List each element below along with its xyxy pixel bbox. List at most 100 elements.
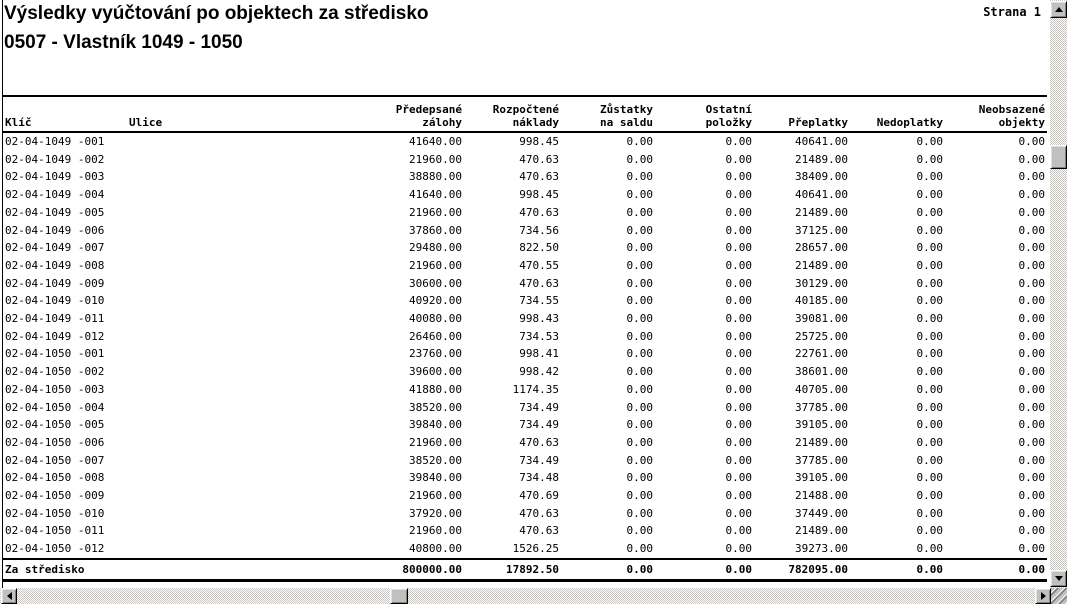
cell: 23760.00 xyxy=(409,347,462,361)
table-row: 02-04-1050 -005 39840.00 734.49 0.00 0.00 391… xyxy=(3,416,1047,434)
cell xyxy=(127,222,342,240)
cell: 0.00 xyxy=(626,205,654,219)
column-header-preplatky: Přeplatky xyxy=(754,96,850,133)
total-rozpoctene-naklady: 17892.50 xyxy=(464,557,561,582)
cell: 0.00 xyxy=(626,223,654,237)
scroll-down-button[interactable] xyxy=(1050,570,1067,587)
cell: 40080.00 xyxy=(409,312,462,326)
total-preplatky: 782095.00 xyxy=(754,557,850,582)
cell: 0.00 xyxy=(725,276,753,290)
cell: 0.00 xyxy=(725,418,753,432)
cell: 0.00 xyxy=(1018,223,1046,237)
cell: 39840.00 xyxy=(409,418,462,432)
cell: 0.00 xyxy=(725,471,753,485)
cell xyxy=(127,168,342,186)
total-nedoplatky: 0.00 xyxy=(850,557,945,582)
cell: 02-04-1050 -011 xyxy=(5,524,105,538)
cell: 37785.00 xyxy=(795,400,848,414)
total-predepsane-zalohy: 800000.00 xyxy=(342,557,464,582)
cell: 0.00 xyxy=(1018,418,1046,432)
cell: 26460.00 xyxy=(409,329,462,343)
column-header-klic: Klíč xyxy=(3,96,127,133)
cell: 21960.00 xyxy=(409,524,462,538)
cell: 470.63 xyxy=(519,506,559,520)
cell: 02-04-1049 -001 xyxy=(5,135,105,148)
cell: 470.63 xyxy=(519,205,559,219)
scroll-right-button[interactable] xyxy=(1035,588,1051,604)
cell: 470.69 xyxy=(519,489,559,503)
cell: 0.00 xyxy=(1018,312,1046,326)
cell: 39273.00 xyxy=(795,542,848,556)
cell: 734.56 xyxy=(519,223,559,237)
cell: 0.00 xyxy=(916,400,944,414)
cell: 02-04-1050 -012 xyxy=(5,542,105,556)
cell: 02-04-1049 -011 xyxy=(5,312,105,326)
scroll-up-button[interactable] xyxy=(1050,1,1067,18)
scroll-left-button[interactable] xyxy=(1,588,17,604)
cell: 0.00 xyxy=(725,135,753,148)
vertical-scrollbar-thumb[interactable] xyxy=(1050,145,1067,169)
table-row: 02-04-1049 -006 37860.00 734.56 0.00 0.00 371… xyxy=(3,222,1047,240)
cell: 0.00 xyxy=(725,294,753,308)
cell: 21489.00 xyxy=(795,152,848,166)
cell xyxy=(127,434,342,452)
cell: 38520.00 xyxy=(409,453,462,467)
cell: 0.00 xyxy=(626,435,654,449)
cell: 02-04-1050 -007 xyxy=(5,453,105,467)
cell: 0.00 xyxy=(1018,542,1046,556)
cell: 1174.35 xyxy=(512,382,559,396)
cell: 40705.00 xyxy=(795,382,848,396)
cell: 0.00 xyxy=(725,365,753,379)
cell: 0.00 xyxy=(626,506,654,520)
table-row: 02-04-1049 -007 29480.00 822.50 0.00 0.00 286… xyxy=(3,239,1047,257)
cell: 21960.00 xyxy=(409,435,462,449)
cell: 38880.00 xyxy=(409,170,462,184)
cell: 470.63 xyxy=(519,524,559,538)
cell: 0.00 xyxy=(916,524,944,538)
table-row: 02-04-1050 -010 37920.00 470.63 0.00 0.00 374… xyxy=(3,505,1047,523)
total-label: Za středisko xyxy=(3,557,127,582)
cell: 0.00 xyxy=(1018,365,1046,379)
cell: 37449.00 xyxy=(795,506,848,520)
cell: 734.55 xyxy=(519,294,559,308)
cell: 40641.00 xyxy=(795,188,848,202)
cell: 0.00 xyxy=(916,152,944,166)
cell: 02-04-1049 -002 xyxy=(5,152,105,166)
horizontal-scrollbar[interactable] xyxy=(0,588,1051,604)
cell: 40185.00 xyxy=(795,294,848,308)
cell: 02-04-1050 -006 xyxy=(5,435,105,449)
cell: 0.00 xyxy=(916,294,944,308)
cell: 0.00 xyxy=(725,347,753,361)
cell: 0.00 xyxy=(1018,506,1046,520)
horizontal-scrollbar-thumb[interactable] xyxy=(390,588,408,604)
cell: 41640.00 xyxy=(409,188,462,202)
cell xyxy=(127,399,342,417)
cell: 0.00 xyxy=(1018,400,1046,414)
cell: 0.00 xyxy=(725,453,753,467)
cell xyxy=(127,151,342,169)
table-row: 02-04-1049 -012 26460.00 734.53 0.00 0.00 257… xyxy=(3,328,1047,346)
cell: 0.00 xyxy=(626,418,654,432)
total-row: Za středisko 800000.00 17892.50 0.00 0.0… xyxy=(3,557,1047,582)
page-number-label: Strana 1 xyxy=(983,5,1041,19)
cell: 0.00 xyxy=(1018,276,1046,290)
cell: 29480.00 xyxy=(409,241,462,255)
cell: 21489.00 xyxy=(795,258,848,272)
cell xyxy=(127,132,342,151)
vertical-scrollbar[interactable] xyxy=(1050,0,1067,588)
cell: 0.00 xyxy=(626,152,654,166)
cell: 0.00 xyxy=(1018,170,1046,184)
cell: 734.48 xyxy=(519,471,559,485)
column-header-ostatni-polozky: Ostatní položky xyxy=(655,96,754,133)
cell: 0.00 xyxy=(725,312,753,326)
cell xyxy=(127,292,342,310)
table-row: 02-04-1049 -004 41640.00 998.45 0.00 0.00 406… xyxy=(3,186,1047,204)
cell: 734.49 xyxy=(519,418,559,432)
column-header-neobsazene-objekty: Neobsazené objekty xyxy=(945,96,1047,133)
cell: 0.00 xyxy=(725,435,753,449)
resize-grip[interactable] xyxy=(1051,588,1067,604)
cell: 998.45 xyxy=(519,188,559,202)
page-title: Výsledky vyúčtování po objektech za stře… xyxy=(4,3,429,24)
cell: 470.63 xyxy=(519,276,559,290)
cell: 0.00 xyxy=(725,329,753,343)
